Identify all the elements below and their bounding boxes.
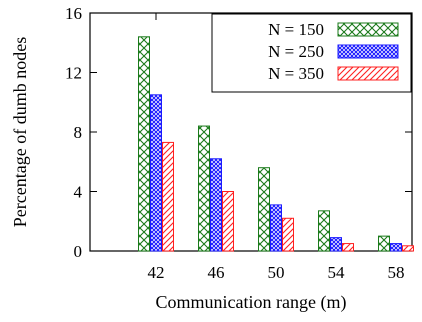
y-tick-label: 12 <box>65 64 82 83</box>
legend-swatch <box>337 22 399 37</box>
bar-150-42 <box>138 36 150 252</box>
bar-150-46 <box>198 125 210 252</box>
bar-350-54 <box>342 243 354 252</box>
x-tick-label: 50 <box>268 263 285 282</box>
bar-150-58 <box>378 235 390 252</box>
y-tick-label: 0 <box>74 242 83 261</box>
x-tick-label: 42 <box>148 263 165 282</box>
x-tick-label: 58 <box>388 263 405 282</box>
legend-label: N = 150 <box>268 20 324 39</box>
legend: N = 150 N = 250 N = 350 <box>211 13 412 93</box>
y-tick-label: 8 <box>74 123 83 142</box>
bar-350-42 <box>162 141 174 252</box>
x-tick-label: 46 <box>208 263 225 282</box>
bar-250-58 <box>390 243 402 252</box>
legend-label: N = 350 <box>268 64 324 83</box>
bar-250-54 <box>330 237 342 252</box>
bar-350-46 <box>222 191 234 252</box>
axis-ticks: 0 4 8 12 16 42 46 50 54 58 <box>65 4 412 282</box>
bar-150-54 <box>318 210 330 252</box>
y-axis-title: Percentage of dumb nodes <box>10 37 30 227</box>
bar-250-46 <box>210 158 222 252</box>
y-tick-label: 4 <box>74 183 83 202</box>
y-tick-label: 16 <box>65 4 82 23</box>
bar-150-50 <box>258 167 270 252</box>
bar-350-58 <box>402 245 414 252</box>
bar-250-50 <box>270 204 282 252</box>
bar-250-42 <box>150 94 162 252</box>
legend-swatch <box>337 44 399 59</box>
x-tick-label: 54 <box>328 263 346 282</box>
legend-label: N = 250 <box>268 42 324 61</box>
x-axis-title: Communication range (m) <box>156 292 347 313</box>
bar-350-50 <box>282 217 294 252</box>
legend-swatch <box>337 66 399 81</box>
bars <box>138 36 414 252</box>
